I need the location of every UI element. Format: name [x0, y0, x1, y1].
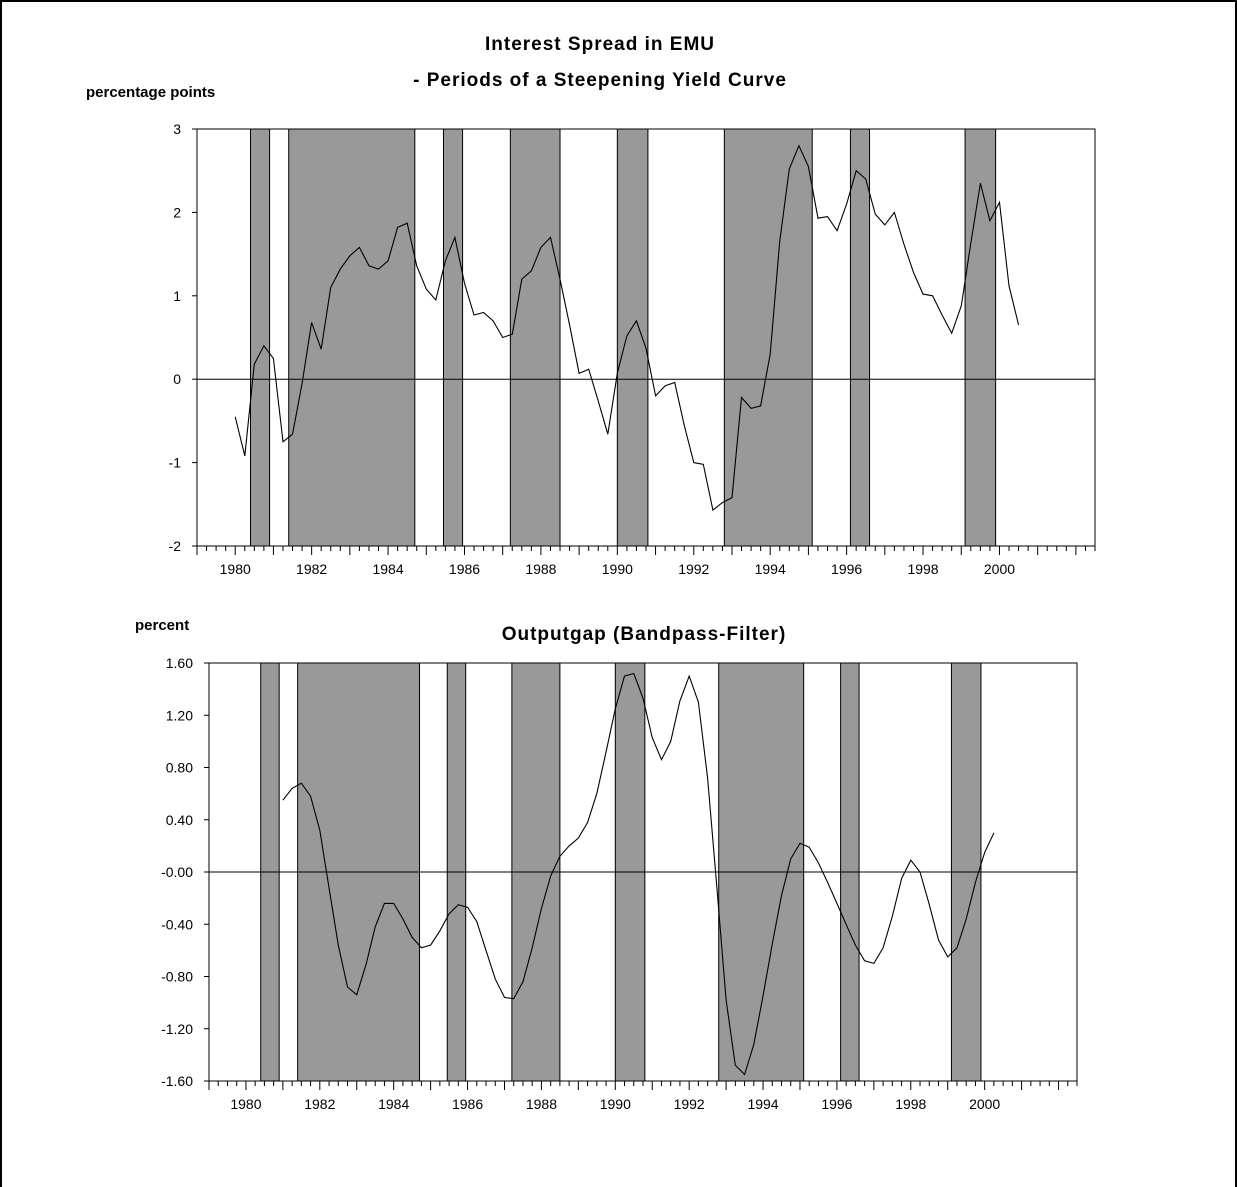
x-tick-label: 2000 [984, 561, 1015, 577]
x-tick-label: 1990 [600, 1096, 631, 1112]
x-tick-label: 1988 [525, 561, 556, 577]
shaded-period [964, 128, 997, 547]
y-tick-label: 0.40 [166, 812, 193, 828]
x-tick-label: 1986 [452, 1096, 483, 1112]
y-tick-label: 3 [173, 121, 181, 137]
y-tick-label: 0.80 [166, 760, 193, 776]
x-tick-label: 1982 [304, 1096, 335, 1112]
series-line [234, 144, 1020, 512]
shaded-period [249, 128, 271, 547]
x-tick-label: 1988 [526, 1096, 557, 1112]
x-tick-label: 1998 [907, 561, 938, 577]
x-tick-label: 1990 [602, 561, 633, 577]
shaded-period [616, 128, 649, 547]
x-tick-label: 1986 [449, 561, 480, 577]
y-tick-label: -0.40 [161, 916, 193, 932]
y-tick-label: -0.80 [161, 969, 193, 985]
chart-1-ylabel: percentage points [86, 84, 216, 101]
x-tick-label: 1992 [678, 561, 709, 577]
y-tick-label: -1 [169, 455, 182, 471]
x-tick-label: 1982 [296, 561, 327, 577]
y-tick-label: -1.60 [161, 1073, 193, 1089]
y-tick-label: -1.20 [161, 1021, 193, 1037]
y-tick-label: 1.20 [166, 707, 193, 723]
y-tick-label: -2 [169, 538, 182, 554]
y-tick-label: 2 [173, 204, 181, 220]
chart-1-title: Interest Spread in EMU [485, 34, 715, 55]
x-tick-label: 2000 [969, 1096, 1000, 1112]
x-tick-label: 1994 [755, 561, 786, 577]
shaded-period [849, 128, 871, 547]
x-tick-label: 1980 [230, 1096, 261, 1112]
y-tick-label: 1 [173, 288, 181, 304]
x-tick-label: 1996 [821, 1096, 852, 1112]
y-tick-label: -0.00 [161, 864, 193, 880]
x-tick-label: 1996 [831, 561, 862, 577]
x-tick-label: 1992 [674, 1096, 705, 1112]
shaded-period [723, 128, 813, 547]
shaded-period [288, 128, 416, 547]
x-tick-label: 1998 [895, 1096, 926, 1112]
x-tick-label: 1984 [372, 561, 403, 577]
chart-2-ylabel: percent [135, 617, 190, 634]
shaded-period [442, 128, 464, 547]
shaded-period [509, 128, 561, 547]
x-tick-label: 1984 [378, 1096, 409, 1112]
chart-2-title: Outputgap (Bandpass-Filter) [501, 624, 787, 645]
x-tick-label: 1980 [220, 561, 251, 577]
chart-1-subtitle: - Periods of a Steepening Yield Curve [413, 70, 787, 91]
y-tick-label: 0 [173, 371, 181, 387]
chart-1: -2 -1 0 1 2 3 1980 1982 1984 1986 1988 1990 1992 1994… [169, 121, 1096, 577]
y-tick-label: 1.60 [166, 655, 193, 671]
series-line [282, 672, 995, 1076]
chart-2: -1.60 -1.20 -0.80 -0.40 -0.00 0.40 0.80 1.20 1.6… [161, 655, 1078, 1112]
x-tick-label: 1994 [747, 1096, 778, 1112]
